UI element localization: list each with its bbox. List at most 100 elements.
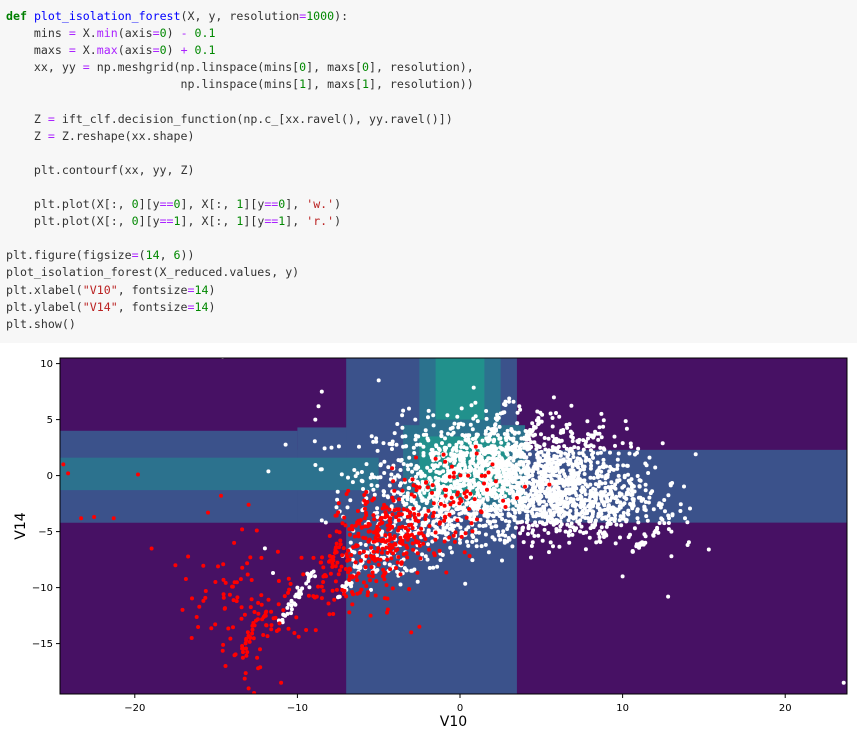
code-block[interactable]: def plot_isolation_forest(X, y, resoluti…: [6, 9, 474, 331]
data-point: [545, 478, 550, 483]
data-point: [421, 453, 426, 458]
data-point: [401, 444, 406, 449]
data-point: [442, 539, 447, 544]
data-point: [412, 515, 417, 520]
data-point: [595, 502, 600, 507]
data-point: [485, 496, 490, 500]
data-point: [528, 431, 533, 435]
data-point: [467, 433, 472, 438]
data-point: [367, 573, 372, 578]
data-point: [607, 510, 612, 515]
data-point: [508, 471, 513, 475]
data-point: [316, 584, 321, 589]
data-point: [354, 574, 359, 579]
data-point: [547, 550, 551, 555]
data-point: [464, 527, 469, 532]
code-cell[interactable]: def plot_isolation_forest(X, y, resoluti…: [0, 0, 857, 343]
data-point: [470, 437, 475, 441]
data-point: [497, 476, 502, 480]
data-point: [603, 515, 608, 520]
data-point: [557, 414, 562, 419]
data-point: [418, 493, 423, 498]
data-point: [518, 531, 523, 536]
data-point: [595, 505, 600, 510]
data-point: [374, 439, 379, 444]
data-point: [334, 587, 339, 592]
data-point: [625, 463, 630, 468]
data-point: [666, 594, 671, 599]
data-point: [586, 432, 590, 437]
data-point: [506, 523, 511, 528]
data-point: [405, 494, 410, 499]
data-point: [442, 518, 447, 523]
data-point: [455, 492, 460, 497]
data-point: [279, 680, 284, 685]
data-point: [376, 546, 381, 551]
data-point: [350, 549, 355, 554]
data-point: [589, 463, 594, 468]
data-point: [487, 448, 492, 452]
fraud-points: [61, 444, 552, 694]
data-point: [347, 610, 352, 615]
data-point: [333, 546, 338, 551]
data-point: [387, 532, 392, 537]
data-point: [551, 395, 556, 400]
data-point: [469, 500, 474, 505]
data-point: [432, 492, 437, 497]
data-point: [554, 440, 559, 445]
data-point: [366, 529, 371, 534]
data-point: [500, 457, 505, 462]
data-point: [416, 512, 421, 517]
data-point: [394, 442, 399, 447]
data-point: [425, 499, 430, 504]
data-point: [613, 486, 618, 491]
data-point: [591, 455, 595, 460]
data-point: [515, 520, 520, 525]
data-point: [391, 479, 396, 484]
data-point: [398, 572, 403, 577]
data-point: [425, 465, 430, 470]
data-point: [521, 460, 526, 465]
data-point: [401, 462, 406, 466]
data-point: [333, 579, 338, 584]
data-point: [571, 451, 576, 456]
data-point: [554, 411, 558, 415]
data-point: [425, 557, 430, 562]
data-point: [464, 494, 469, 499]
data-point: [347, 574, 352, 579]
data-point: [365, 550, 370, 555]
data-point: [382, 596, 387, 601]
data-point: [92, 515, 97, 519]
data-point: [463, 437, 468, 442]
data-point: [430, 522, 435, 527]
data-point: [400, 538, 405, 543]
data-point: [417, 624, 422, 629]
data-point: [598, 540, 603, 544]
data-point: [597, 425, 602, 430]
data-point: [197, 604, 202, 609]
data-point: [371, 439, 376, 444]
data-point: [565, 425, 570, 430]
data-point: [380, 506, 385, 511]
data-point: [405, 491, 410, 496]
data-point: [537, 501, 542, 506]
data-point: [685, 543, 690, 547]
data-point: [606, 513, 611, 518]
data-point: [569, 447, 574, 452]
data-point: [511, 507, 516, 512]
data-point: [306, 579, 311, 583]
data-point: [512, 469, 517, 474]
data-point: [650, 489, 655, 494]
data-point: [619, 523, 624, 528]
data-point: [427, 476, 432, 481]
data-point: [580, 490, 584, 495]
data-point: [574, 508, 579, 513]
data-point: [492, 502, 497, 506]
data-point: [598, 450, 603, 455]
data-point: [618, 500, 623, 505]
data-point: [313, 417, 318, 422]
data-point: [574, 493, 579, 498]
data-point: [566, 533, 571, 538]
data-point: [376, 537, 381, 542]
data-point: [350, 527, 355, 532]
